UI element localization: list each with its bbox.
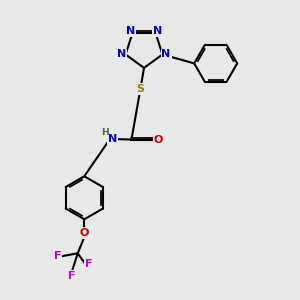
Text: O: O (154, 134, 163, 145)
Text: N: N (153, 26, 163, 36)
Text: F: F (54, 251, 62, 261)
Text: N: N (161, 50, 171, 59)
Text: N: N (108, 134, 118, 144)
Text: F: F (85, 259, 92, 269)
Text: N: N (117, 50, 127, 59)
Text: H: H (101, 128, 109, 137)
Text: O: O (80, 228, 89, 238)
Text: S: S (136, 84, 144, 94)
Text: N: N (126, 26, 135, 36)
Text: F: F (68, 271, 76, 281)
